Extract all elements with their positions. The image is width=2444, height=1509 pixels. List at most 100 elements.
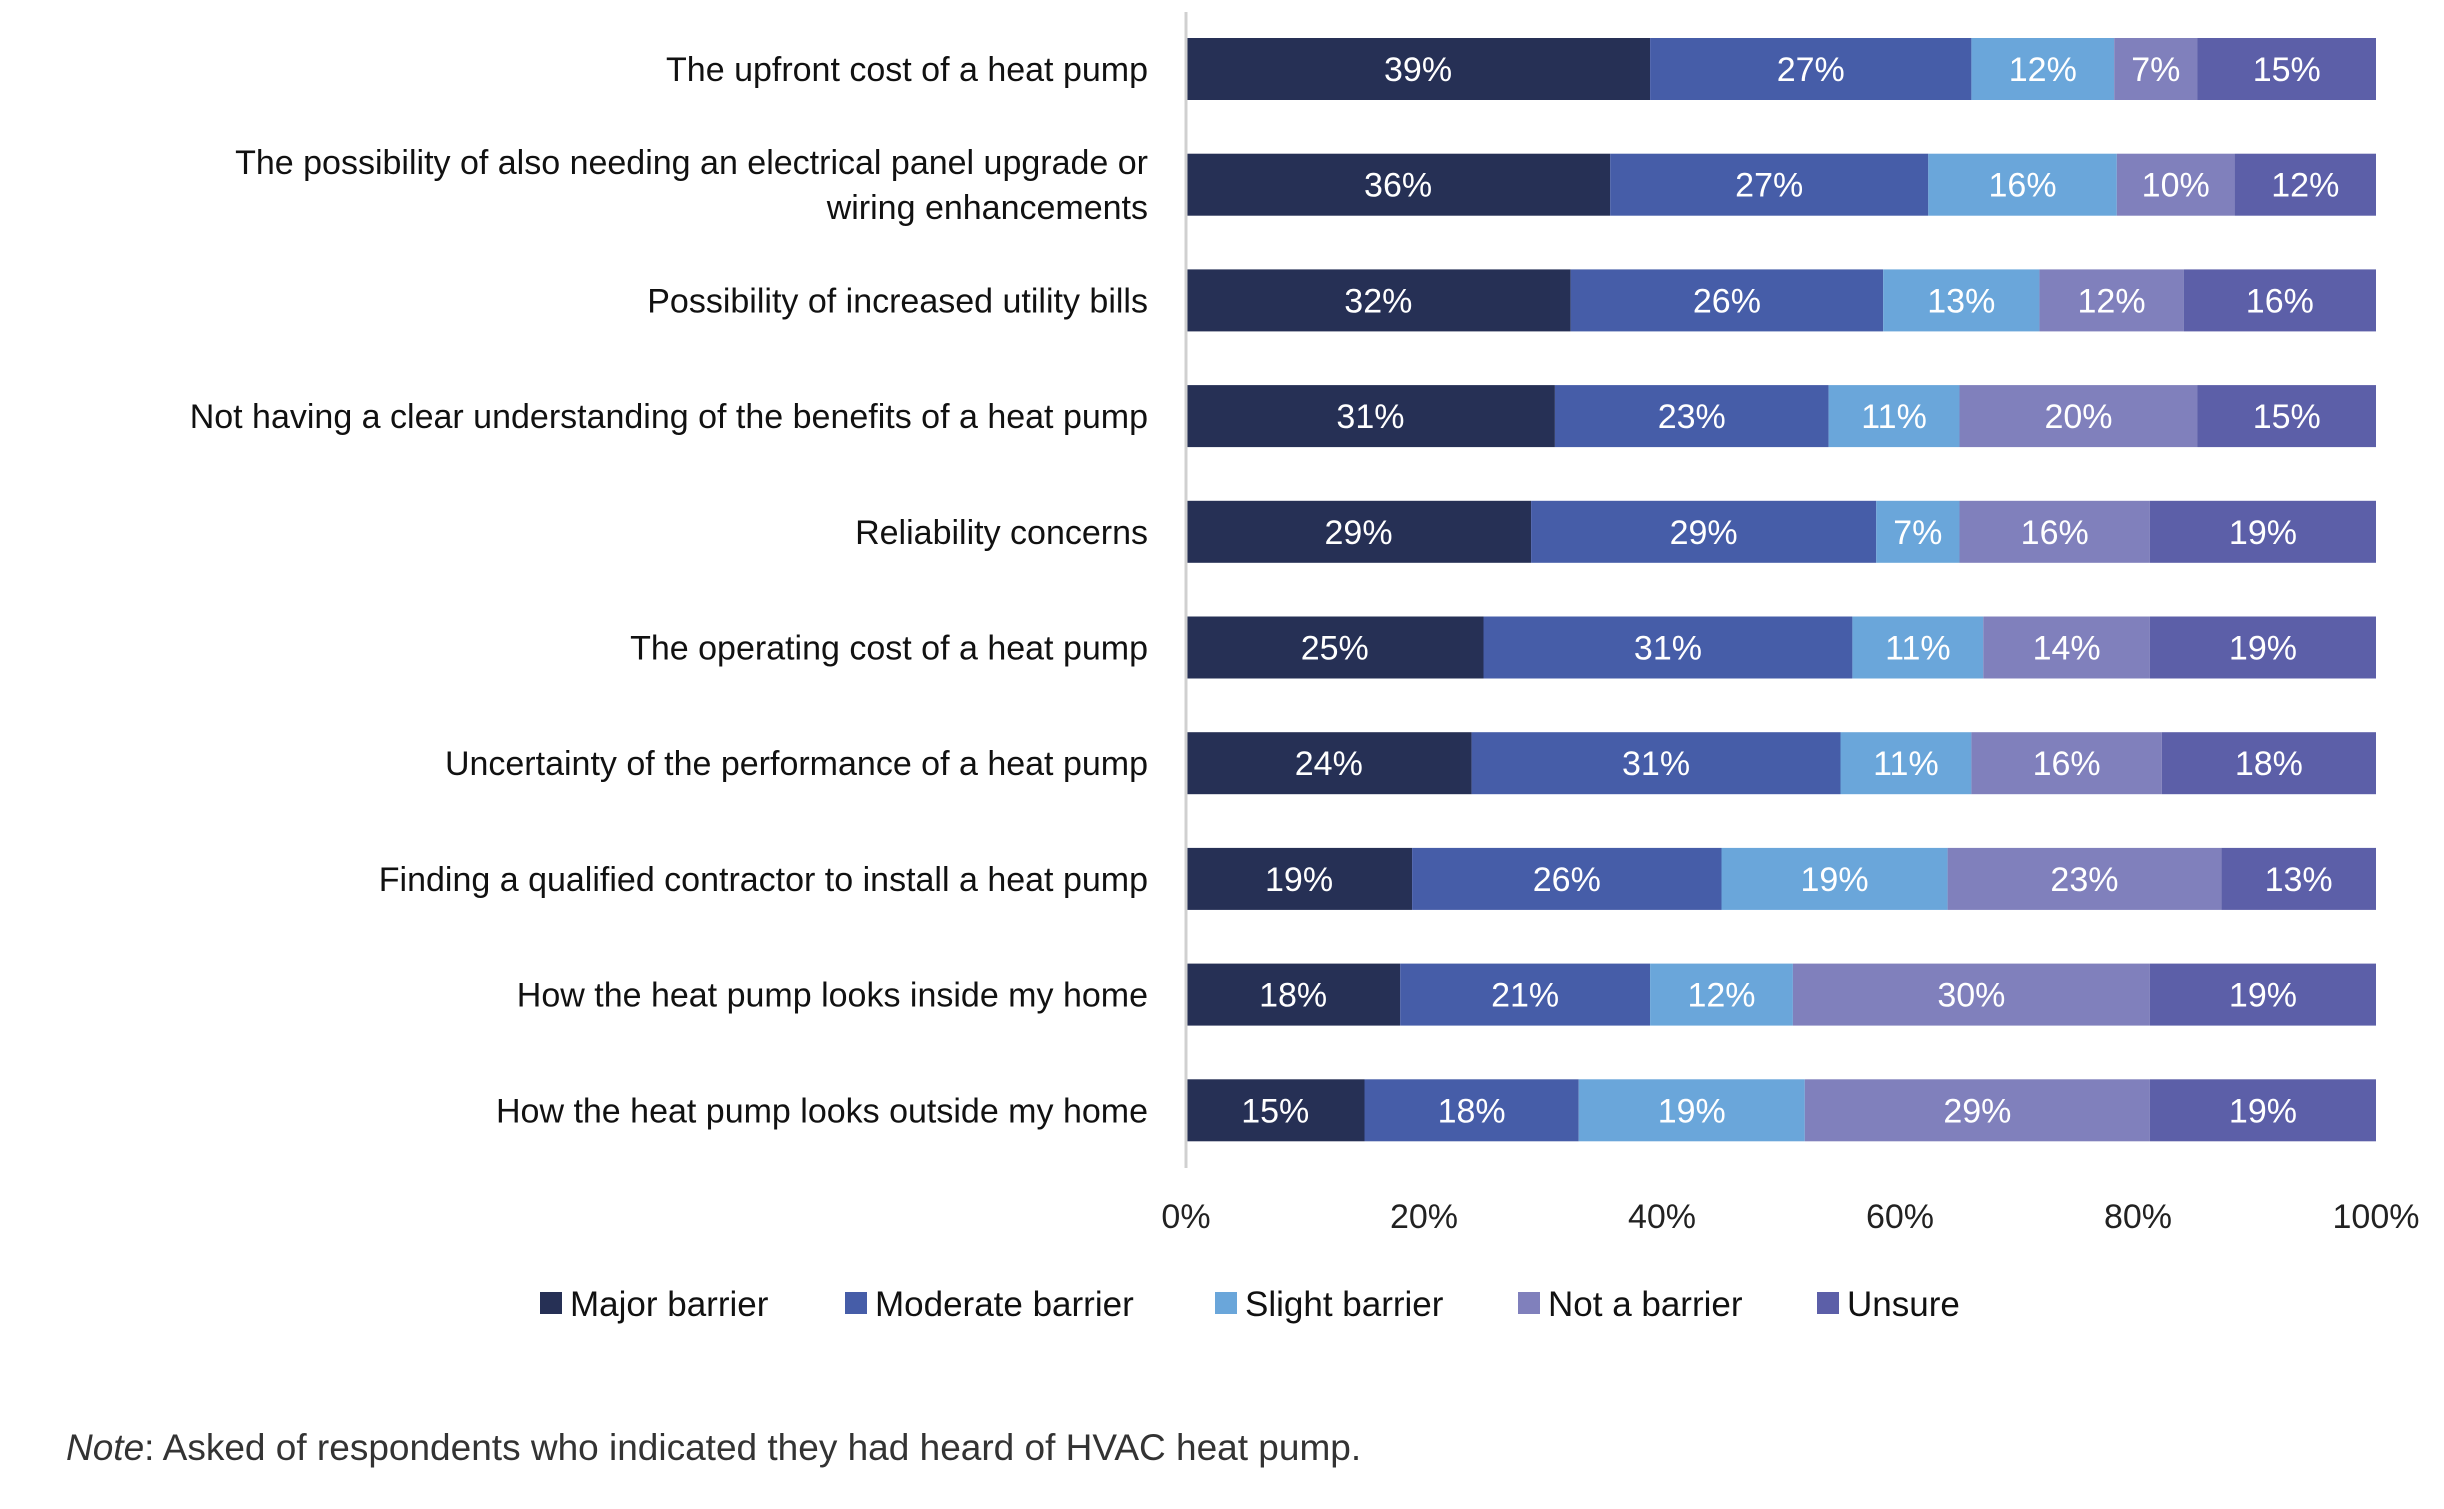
bar-segment xyxy=(1959,500,2150,563)
category-label: Finding a qualified contractor to instal… xyxy=(379,861,1148,899)
data-label: 29% xyxy=(1670,514,1738,552)
bar-segment xyxy=(1364,1079,1579,1142)
bar-segment xyxy=(2161,732,2376,795)
data-label: 13% xyxy=(2265,861,2333,899)
bar-segment xyxy=(1186,847,1413,910)
category-label-line: How the heat pump looks inside my home xyxy=(517,977,1148,1015)
data-label: 19% xyxy=(1801,861,1869,899)
bar-segment xyxy=(2149,616,2376,679)
data-label: 13% xyxy=(1927,282,1995,320)
bar-segment xyxy=(1186,153,1611,216)
bar-segment xyxy=(1186,38,1651,100)
x-tick-label: 0% xyxy=(1161,1198,1210,1236)
legend-label: Moderate barrier xyxy=(875,1285,1134,1324)
category-label-line: Finding a qualified contractor to instal… xyxy=(379,861,1148,899)
data-label: 15% xyxy=(2253,51,2321,89)
bar-segment xyxy=(2039,269,2184,332)
bar-segment xyxy=(1570,269,1884,332)
data-label: 7% xyxy=(2131,51,2180,89)
bar-segment xyxy=(1883,269,2040,332)
category-label-line: Not having a clear understanding of the … xyxy=(190,398,1148,436)
data-label: 16% xyxy=(2021,514,2089,552)
bars-group: 39% 27% 12% 7% 15% 36% 27% 16% 10% 12% 32% 26% 13% 12… xyxy=(1186,38,2376,1142)
data-label: 10% xyxy=(2142,167,2210,205)
category-label: The possibility of also needing an elect… xyxy=(235,144,1148,227)
data-label: 16% xyxy=(2246,282,2314,320)
bar-segment xyxy=(1928,153,2117,216)
data-label: 31% xyxy=(1622,745,1690,783)
data-label: 21% xyxy=(1491,977,1559,1015)
bar-segment xyxy=(2234,153,2376,216)
legend-label: Not a barrier xyxy=(1548,1285,1743,1324)
bar-segment xyxy=(1983,616,2150,679)
data-label: 19% xyxy=(2229,1092,2297,1130)
category-label: Possibility of increased utility bills xyxy=(647,282,1148,320)
data-label: 30% xyxy=(1937,977,2005,1015)
bar-segment xyxy=(2114,38,2198,100)
data-label: 31% xyxy=(1634,630,1702,668)
bar-segment xyxy=(1186,385,1555,448)
bar-segment xyxy=(1804,1079,2150,1142)
data-label: 12% xyxy=(2078,282,2146,320)
data-label: 23% xyxy=(1658,398,1726,436)
category-label-line: Possibility of increased utility bills xyxy=(647,282,1148,320)
category-label: The operating cost of a heat pump xyxy=(630,630,1148,668)
bar-segment xyxy=(1578,1079,1805,1142)
note: Note: Asked of respondents who indicated… xyxy=(66,1427,1361,1468)
category-label: How the heat pump looks outside my home xyxy=(496,1092,1148,1130)
bar-segment xyxy=(1400,963,1651,1026)
data-label: 19% xyxy=(1658,1092,1726,1130)
bar-segment xyxy=(1186,269,1571,332)
bar-segment xyxy=(1471,732,1841,795)
category-label-line: The possibility of also needing an elect… xyxy=(235,144,1148,182)
bar-segment xyxy=(1186,500,1532,563)
bar-segment xyxy=(2149,500,2376,563)
x-tick-label: 40% xyxy=(1628,1198,1696,1236)
data-label: 12% xyxy=(1687,977,1755,1015)
data-label: 15% xyxy=(2253,398,2321,436)
category-label: Uncertainty of the performance of a heat… xyxy=(445,745,1148,783)
data-label: 11% xyxy=(1873,745,1939,783)
bar-segment xyxy=(1876,500,1960,563)
bar-segment xyxy=(1852,616,1984,679)
category-label-line: Uncertainty of the performance of a heat… xyxy=(445,745,1148,783)
x-axis-ticks: 0% 20% 40% 60% 80% 100% xyxy=(1161,1198,2419,1236)
bar-segment xyxy=(1721,847,1948,910)
data-label: 32% xyxy=(1344,282,1412,320)
data-label: 19% xyxy=(2229,977,2297,1015)
bar-segment xyxy=(2197,38,2376,100)
data-label: 12% xyxy=(2271,167,2339,205)
bar-segment xyxy=(1828,385,1960,448)
category-label-line: The operating cost of a heat pump xyxy=(630,630,1148,668)
data-label: 18% xyxy=(1438,1092,1506,1130)
category-label-line: How the heat pump looks outside my home xyxy=(496,1092,1148,1130)
bar-segment xyxy=(1959,385,2198,448)
legend-swatch xyxy=(1215,1292,1237,1314)
legend-label: Slight barrier xyxy=(1245,1285,1444,1324)
data-label: 27% xyxy=(1777,51,1845,89)
legend-swatch xyxy=(845,1292,867,1314)
category-label: Reliability concerns xyxy=(855,514,1148,552)
data-label: 24% xyxy=(1295,745,1363,783)
bar-segment xyxy=(1610,153,1929,216)
data-label: 26% xyxy=(1533,861,1601,899)
category-label-line: The upfront cost of a heat pump xyxy=(666,51,1148,89)
data-label: 26% xyxy=(1693,282,1761,320)
bar-segment xyxy=(2149,963,2376,1026)
legend: Major barrier Moderate barrier Slight barr… xyxy=(540,1285,1960,1324)
data-label: 18% xyxy=(1259,977,1327,1015)
data-label: 7% xyxy=(1893,514,1942,552)
bar-segment xyxy=(1650,38,1972,100)
bar-segment xyxy=(1971,38,2115,100)
legend-label: Major barrier xyxy=(570,1285,769,1324)
data-label: 19% xyxy=(1265,861,1333,899)
bar-segment xyxy=(1186,616,1484,679)
bar-segment xyxy=(1186,1079,1365,1142)
data-label: 29% xyxy=(1943,1092,2011,1130)
bar-segment xyxy=(1186,732,1472,795)
bar-segment xyxy=(2197,385,2376,448)
x-tick-label: 80% xyxy=(2104,1198,2172,1236)
data-label: 25% xyxy=(1301,630,1369,668)
bar-segment xyxy=(2183,269,2376,332)
